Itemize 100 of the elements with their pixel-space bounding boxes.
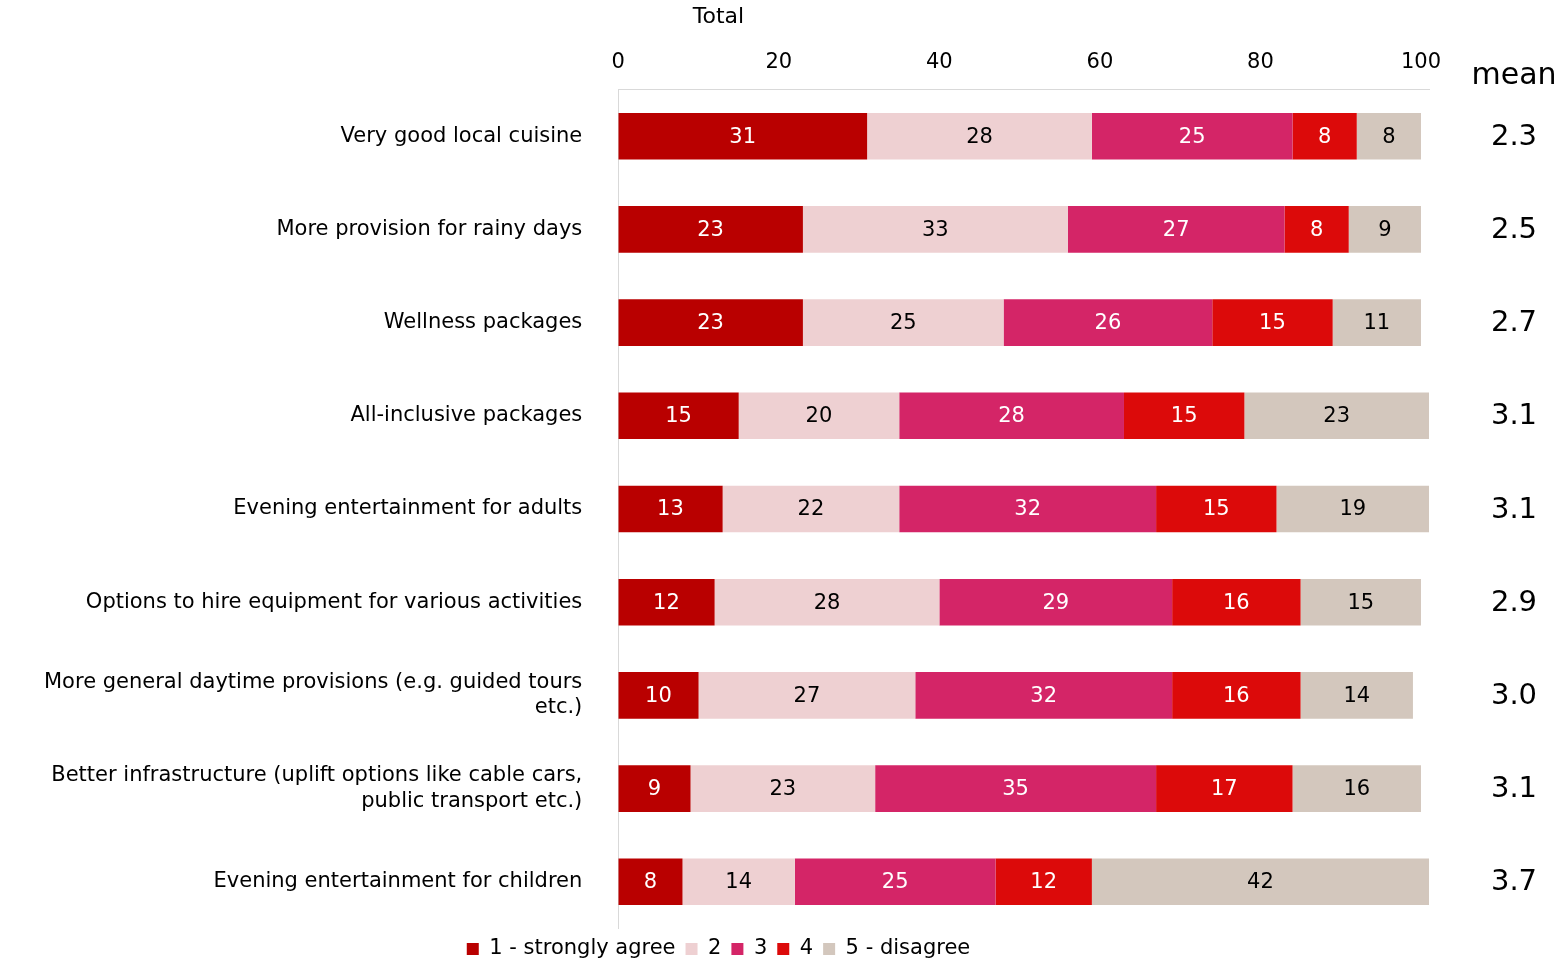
data-label: 16 — [1222, 589, 1250, 614]
bar — [1091, 858, 1429, 906]
data-label: 9 — [647, 776, 662, 801]
data-label: 35 — [1002, 776, 1029, 801]
bar — [722, 485, 900, 533]
data-label: 22 — [797, 496, 825, 521]
x-tick-label: 0 — [611, 49, 625, 74]
data-label: 28 — [813, 589, 841, 614]
bar — [1356, 112, 1421, 160]
data-label: 15 — [1170, 403, 1198, 428]
y-tick-label: More provision for rainy days — [276, 215, 583, 240]
data-label: 8 — [643, 869, 658, 894]
data-label: 28 — [998, 403, 1025, 428]
data-label: 15 — [1259, 310, 1286, 335]
data-label: 9 — [1378, 216, 1392, 241]
bar — [802, 299, 1004, 346]
text: mean — [1471, 56, 1557, 92]
bar — [1172, 672, 1301, 719]
y-tick-label: Evening entertainment for children — [213, 868, 583, 893]
data-label: 27 — [793, 682, 821, 707]
text: 2.9 — [1490, 583, 1538, 618]
x-tick-label: 60 — [1086, 49, 1114, 74]
bar — [1292, 112, 1357, 160]
x-tick-label: 40 — [926, 49, 953, 74]
bar — [1003, 299, 1213, 346]
data-label: 10 — [645, 682, 672, 707]
text: 3.1 — [1490, 490, 1538, 525]
data-label: 16 — [1222, 682, 1250, 707]
bar — [618, 765, 691, 812]
data-label: 11 — [1363, 310, 1391, 335]
text: 3.0 — [1490, 676, 1538, 711]
text: 2.7 — [1490, 304, 1538, 339]
bar — [714, 578, 940, 626]
data-label: 25 — [889, 310, 917, 335]
data-label: 33 — [921, 216, 949, 241]
bar — [1156, 485, 1277, 533]
bar — [899, 392, 1124, 440]
data-label: 23 — [769, 776, 797, 801]
data-label: 8 — [1309, 216, 1324, 241]
text: 2.3 — [1490, 117, 1538, 152]
y-tick-label: Wellness packages — [383, 309, 583, 334]
data-label: 29 — [1042, 589, 1070, 614]
data-label: 15 — [1202, 496, 1230, 521]
data-label: 25 — [881, 869, 909, 894]
data-label: 16 — [1343, 776, 1371, 801]
y-tick-label: All-inclusive packages — [350, 402, 583, 427]
x-tick-label: 20 — [765, 49, 793, 74]
data-label: 13 — [657, 496, 684, 521]
bar — [1172, 578, 1301, 626]
legend-label: 5 - disagree — [845, 935, 971, 960]
data-label: 28 — [966, 123, 993, 148]
data-label: 23 — [1323, 403, 1351, 428]
bar — [618, 206, 803, 253]
bar — [1300, 672, 1413, 719]
bar — [1067, 206, 1285, 253]
legend-label: 3 — [753, 935, 768, 960]
text: 2.5 — [1490, 210, 1538, 245]
data-label: 8 — [1317, 123, 1332, 148]
bar — [1276, 485, 1429, 533]
y-tick-label: Better infrastructure (uplift options like cable cars, public transport etc.) — [51, 762, 583, 812]
x-tick-label: 80 — [1247, 49, 1274, 74]
bar — [1292, 765, 1421, 812]
bar — [1244, 392, 1429, 440]
bar — [915, 672, 1173, 719]
data-label: 27 — [1162, 216, 1190, 241]
text: 3.1 — [1490, 397, 1538, 432]
bar — [618, 485, 723, 533]
data-label: 14 — [725, 869, 753, 894]
legend-label: 4 — [799, 935, 814, 960]
bar — [1212, 299, 1333, 346]
chart-title: Total — [691, 2, 745, 28]
data-label: 14 — [1343, 682, 1371, 707]
bar — [1284, 206, 1349, 253]
data-label: 12 — [1030, 869, 1058, 894]
bar — [618, 112, 868, 160]
bar — [1300, 578, 1421, 626]
data-label: 23 — [697, 310, 724, 335]
bar — [899, 485, 1157, 533]
data-label: 32 — [1014, 496, 1042, 521]
data-label: 17 — [1210, 776, 1238, 801]
bar — [698, 672, 916, 719]
bar — [1332, 299, 1421, 346]
bar — [618, 578, 715, 626]
data-label: 31 — [729, 123, 757, 148]
legend-label: 1 - strongly agree — [489, 935, 676, 960]
data-label: 8 — [1382, 123, 1396, 148]
bar — [618, 299, 803, 346]
bar — [618, 392, 739, 440]
y-tick-label: Very good local cuisine — [340, 122, 583, 147]
bar — [682, 858, 795, 906]
bar — [738, 392, 900, 440]
bar — [867, 112, 1092, 160]
data-label: 15 — [665, 403, 692, 428]
x-tick-label: 100 — [1400, 49, 1442, 74]
data-label: 15 — [1347, 589, 1375, 614]
bar — [995, 858, 1092, 906]
bar — [1091, 112, 1293, 160]
text: 3.7 — [1490, 863, 1538, 898]
data-label: 26 — [1094, 310, 1122, 335]
data-label: 42 — [1247, 869, 1274, 894]
